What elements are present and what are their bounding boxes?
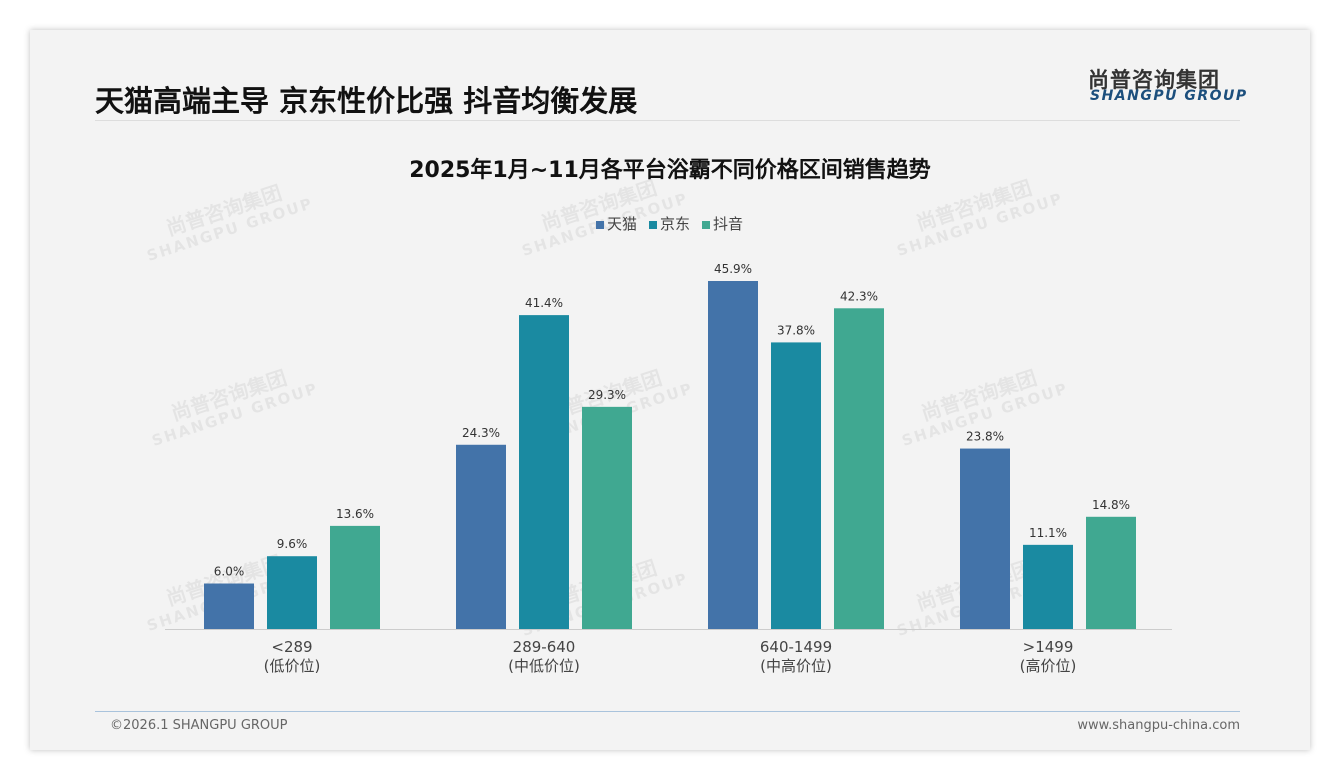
header-divider <box>95 120 1240 121</box>
x-tick-sublabel: (高价位) <box>1020 657 1077 675</box>
data-label: 24.3% <box>462 426 500 440</box>
data-label: 9.6% <box>277 537 308 551</box>
legend-label: 天猫 <box>607 215 638 233</box>
footer-website: www.shangpu-china.com <box>1077 718 1240 733</box>
data-label: 13.6% <box>336 507 374 521</box>
bar <box>267 556 317 629</box>
x-tick-label: <289 <box>271 638 312 656</box>
bar <box>456 444 506 629</box>
data-label: 14.8% <box>1092 498 1130 512</box>
chart-title: 2025年1月~11月各平台浴霸不同价格区间销售趋势 <box>409 158 931 183</box>
bar <box>960 448 1010 629</box>
footer-copyright: ©2026.1 SHANGPU GROUP <box>110 718 288 733</box>
data-label: 41.4% <box>525 296 563 310</box>
x-tick-label: 640-1499 <box>760 638 832 656</box>
footer-divider <box>95 711 1240 712</box>
bar <box>1023 544 1073 629</box>
legend-label: 京东 <box>660 215 691 233</box>
bar <box>708 281 758 629</box>
bar <box>1086 516 1136 629</box>
page-title: 天猫高端主导 京东性价比强 抖音均衡发展 <box>95 84 638 118</box>
legend-item: 京东 <box>649 213 690 234</box>
data-label: 23.8% <box>966 430 1004 444</box>
bar <box>582 406 632 629</box>
bar <box>834 308 884 629</box>
x-tick-sublabel: (低价位) <box>264 657 321 675</box>
bar <box>330 525 380 629</box>
legend-label: 抖音 <box>713 215 744 233</box>
chart-legend: 天猫 京东 抖音 <box>596 213 743 234</box>
logo-en: SHANGPU GROUP <box>1090 88 1248 104</box>
legend-swatch <box>596 220 604 229</box>
data-label: 29.3% <box>588 388 626 402</box>
x-tick-sublabel: (中高价位) <box>760 657 832 675</box>
bar <box>771 342 821 629</box>
data-label: 42.3% <box>840 289 878 303</box>
data-label: 6.0% <box>214 565 245 579</box>
legend-swatch <box>649 220 658 229</box>
data-label: 37.8% <box>777 323 815 337</box>
data-label: 45.9% <box>714 262 752 276</box>
x-tick-sublabel: (中低价位) <box>508 657 580 675</box>
x-tick-label: >1499 <box>1023 638 1074 656</box>
bar <box>519 315 569 629</box>
legend-item: 天猫 <box>596 213 637 234</box>
data-label: 11.1% <box>1029 526 1067 540</box>
logo-cn: 尚普咨询集团 <box>1088 68 1220 92</box>
x-tick-label: 289-640 <box>513 638 576 656</box>
legend-item: 抖音 <box>702 213 743 234</box>
bar <box>204 583 254 629</box>
legend-swatch <box>702 220 711 229</box>
